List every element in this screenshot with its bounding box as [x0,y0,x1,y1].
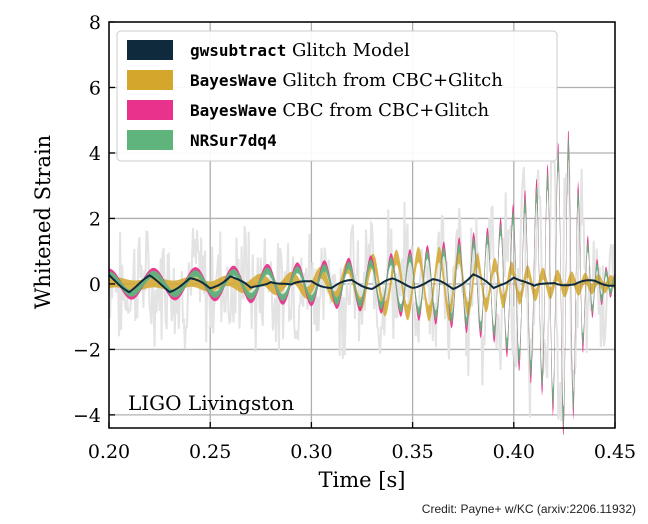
bayeswave-cbc-band [109,130,615,436]
glitch-model-line [108,273,616,294]
y-tick-label: 4 [89,143,101,165]
legend: gwsubtract Glitch Model BayesWave Glitch … [116,30,558,162]
x-tick-label: 0.45 [594,441,636,463]
legend-swatch [127,40,173,60]
plot-frame [108,21,616,429]
credit-line: Credit: Payne+ w/KC (arxiv:2206.11932) [421,502,636,516]
x-tick-label: 0.30 [290,441,332,463]
x-tick-label: 0.40 [493,441,535,463]
x-tick-label: 0.20 [88,441,130,463]
y-tick-label: −4 [73,405,101,427]
legend-swatch [127,100,173,120]
x-axis-title: Time [s] [319,468,406,492]
series-layer [108,130,616,436]
legend-entry: BayesWave Glitch from CBC+Glitch [190,70,503,91]
legend-entry: gwsubtract Glitch Model [190,40,410,61]
y-axis-title: Whitened Strain [31,135,55,309]
nrsur-band [109,139,615,427]
legend-entry: BayesWave CBC from CBC+Glitch [190,100,490,121]
legend-swatch [127,70,173,90]
y-tick-label: 0 [89,274,101,296]
bayeswave-glitch-band [109,246,615,322]
axes: 0.20 0.25 0.30 0.35 0.40 0.45 −4 −2 0 2 4 6 8 [73,12,636,463]
legend-swatch [127,130,173,150]
y-tick-label: −2 [73,339,101,361]
x-tick-label: 0.35 [391,441,433,463]
legend-entry: NRSur7dq4 [190,131,277,150]
y-tick-label: 2 [89,208,101,230]
legend-box [116,30,558,162]
detector-annotation: LIGO Livingston [128,391,294,415]
x-tick-label: 0.25 [189,441,231,463]
y-tick-label: 8 [89,12,101,34]
y-tick-label: 6 [89,77,101,99]
